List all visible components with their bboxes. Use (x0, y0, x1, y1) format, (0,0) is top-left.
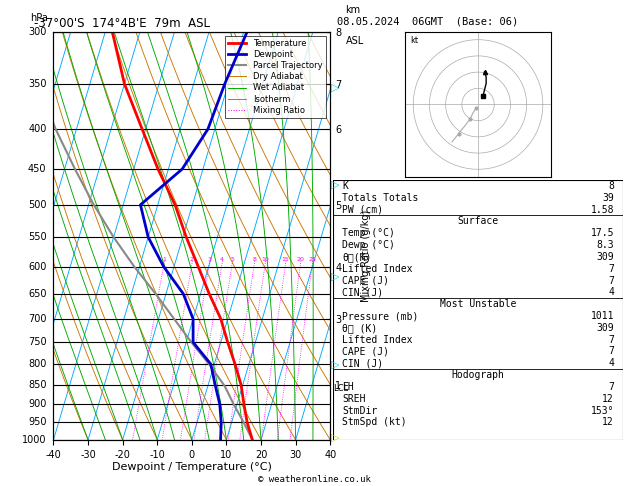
Text: Pressure (mb): Pressure (mb) (342, 311, 418, 321)
Text: hPa: hPa (30, 14, 48, 23)
Text: StmDir: StmDir (342, 405, 377, 416)
Text: 950: 950 (28, 417, 47, 428)
Text: 7: 7 (608, 264, 614, 274)
Text: 650: 650 (28, 289, 47, 299)
Text: Mixing Ratio (g/kg): Mixing Ratio (g/kg) (361, 210, 371, 302)
Text: Lifted Index: Lifted Index (342, 335, 413, 345)
Text: 153°: 153° (591, 405, 614, 416)
Text: 1.58: 1.58 (591, 205, 614, 215)
Text: 7: 7 (608, 382, 614, 392)
Text: StmSpd (kt): StmSpd (kt) (342, 417, 407, 427)
Text: PW (cm): PW (cm) (342, 205, 383, 215)
Text: ▷: ▷ (331, 272, 340, 282)
Text: 8.3: 8.3 (596, 240, 614, 250)
Text: Totals Totals: Totals Totals (342, 193, 418, 203)
Text: 12: 12 (603, 417, 614, 427)
Text: Temp (°C): Temp (°C) (342, 228, 395, 238)
Text: 309: 309 (596, 323, 614, 333)
Text: ▷: ▷ (331, 433, 340, 442)
Text: 20: 20 (296, 257, 304, 262)
X-axis label: Dewpoint / Temperature (°C): Dewpoint / Temperature (°C) (112, 462, 272, 472)
Text: 900: 900 (28, 399, 47, 409)
Text: 15: 15 (282, 257, 289, 262)
Text: 800: 800 (28, 359, 47, 369)
Text: -37°00'S  174°4B'E  79m  ASL: -37°00'S 174°4B'E 79m ASL (34, 17, 210, 31)
Text: 309: 309 (596, 252, 614, 262)
Text: Lifted Index: Lifted Index (342, 264, 413, 274)
Text: 1011: 1011 (591, 311, 614, 321)
Text: θᴇ(K): θᴇ(K) (342, 252, 372, 262)
Text: CAPE (J): CAPE (J) (342, 276, 389, 286)
Text: 450: 450 (28, 164, 47, 174)
Text: Hodograph: Hodograph (452, 370, 504, 380)
Text: 7: 7 (608, 347, 614, 356)
Text: 3: 3 (208, 257, 211, 262)
Text: Surface: Surface (457, 216, 499, 226)
Text: 7: 7 (608, 276, 614, 286)
Text: 7: 7 (608, 335, 614, 345)
Text: 25: 25 (308, 257, 316, 262)
Text: 1: 1 (162, 257, 166, 262)
Text: 4: 4 (608, 287, 614, 297)
Text: Most Unstable: Most Unstable (440, 299, 516, 309)
Text: 4: 4 (220, 257, 224, 262)
Text: ASL: ASL (345, 35, 364, 46)
Text: 600: 600 (28, 261, 47, 272)
Text: Dewp (°C): Dewp (°C) (342, 240, 395, 250)
Text: SREH: SREH (342, 394, 365, 404)
Text: ▷: ▷ (331, 180, 340, 190)
Text: 8: 8 (608, 181, 614, 191)
Text: θᴇ (K): θᴇ (K) (342, 323, 377, 333)
Text: ▷: ▷ (331, 83, 340, 92)
Text: 17.5: 17.5 (591, 228, 614, 238)
Text: 4: 4 (608, 358, 614, 368)
Text: 2: 2 (190, 257, 194, 262)
Text: 39: 39 (603, 193, 614, 203)
Text: 400: 400 (28, 124, 47, 134)
Text: K: K (342, 181, 348, 191)
Text: kt: kt (410, 36, 418, 45)
Text: 300: 300 (28, 27, 47, 36)
Text: 750: 750 (28, 337, 47, 347)
Text: 700: 700 (28, 314, 47, 324)
Text: EH: EH (342, 382, 353, 392)
Text: 08.05.2024  06GMT  (Base: 06): 08.05.2024 06GMT (Base: 06) (337, 17, 518, 27)
Text: 12: 12 (603, 394, 614, 404)
Text: km: km (345, 5, 360, 15)
Text: 10: 10 (261, 257, 269, 262)
Text: 1000: 1000 (22, 435, 47, 445)
Text: LCL: LCL (333, 384, 348, 393)
Text: 5: 5 (230, 257, 234, 262)
Text: 350: 350 (28, 79, 47, 89)
Text: 850: 850 (28, 380, 47, 390)
Text: 500: 500 (28, 200, 47, 210)
Text: 8: 8 (252, 257, 256, 262)
Legend: Temperature, Dewpoint, Parcel Trajectory, Dry Adiabat, Wet Adiabat, Isotherm, Mi: Temperature, Dewpoint, Parcel Trajectory… (225, 36, 326, 118)
Text: © weatheronline.co.uk: © weatheronline.co.uk (258, 474, 371, 484)
Text: ▷: ▷ (331, 360, 340, 369)
Text: CAPE (J): CAPE (J) (342, 347, 389, 356)
Text: CIN (J): CIN (J) (342, 287, 383, 297)
Text: CIN (J): CIN (J) (342, 358, 383, 368)
Text: 550: 550 (28, 232, 47, 242)
